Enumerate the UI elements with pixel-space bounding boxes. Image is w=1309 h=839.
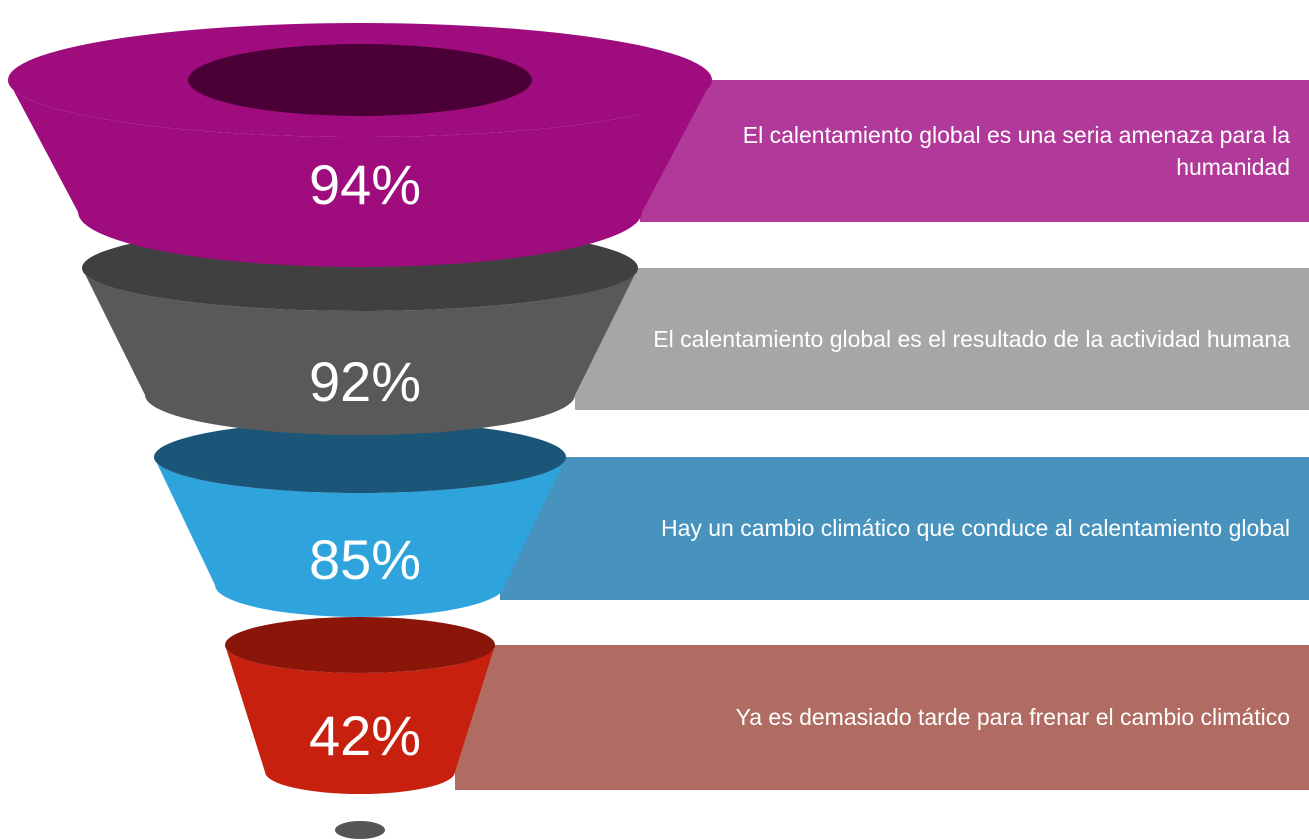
statement-band (455, 645, 1309, 790)
funnel-segment (154, 421, 566, 617)
segment-body (225, 645, 495, 794)
value-label: 85% (308, 528, 422, 591)
statement: Ya es demasiado tarde para frenar el cam… (735, 704, 1290, 731)
segment-body (82, 268, 638, 435)
value-label: 42% (308, 704, 422, 767)
statement-band (575, 268, 1309, 410)
statement: Hay un cambio climático que conduce al c… (660, 515, 1290, 542)
value-label: 92% (308, 350, 422, 413)
statement-band (640, 80, 1309, 222)
segment-opening (188, 44, 532, 116)
segment-top (225, 617, 495, 673)
funnel-segment (225, 617, 495, 794)
segment-body (8, 80, 712, 267)
funnel-spout (335, 821, 385, 839)
statement: El calentamiento global es el resultado … (653, 325, 1290, 352)
statement-band (500, 457, 1309, 600)
value-label: 94% (308, 153, 422, 216)
statement: El calentamiento global es una seria ame… (742, 121, 1290, 180)
segment-top (154, 421, 566, 493)
funnel-segment (8, 23, 712, 267)
segment-body (154, 457, 566, 617)
